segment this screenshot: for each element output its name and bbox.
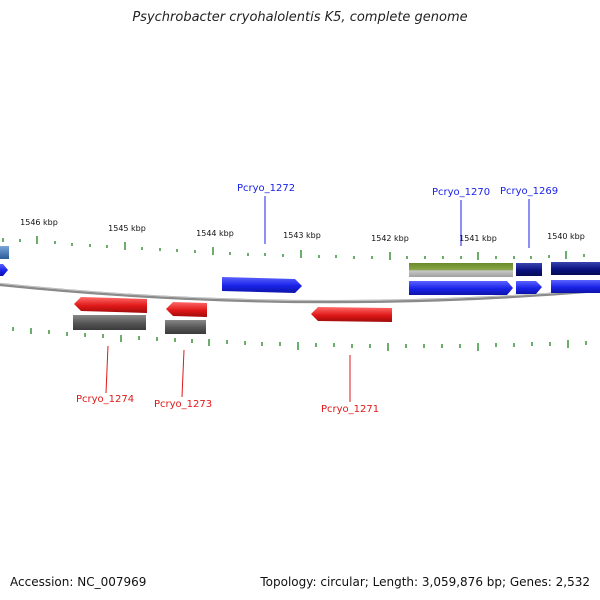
gene-Pcryo_1271[interactable] (311, 307, 392, 322)
gene-label[interactable]: Pcryo_1272 (237, 183, 295, 194)
kbp-label: 1544 kbp (196, 229, 234, 238)
gene-Pcryo_1273[interactable] (165, 302, 207, 334)
leader-line (181, 349, 185, 398)
genome-backbone-highlight (0, 283, 600, 302)
gene-Pcryo_1270[interactable] (409, 263, 513, 295)
kbp-label: 1540 kbp (547, 232, 585, 241)
kbp-label: 1543 kbp (283, 231, 321, 240)
gene-right-edge (551, 262, 600, 293)
genome-backbone (0, 282, 600, 304)
gene-label[interactable]: Pcryo_1270 (432, 187, 490, 198)
gene-Pcryo_1274[interactable] (73, 297, 147, 330)
genome-title: Psychrobacter cryohalolentis K5, complet… (132, 10, 468, 25)
edge-feature (0, 246, 9, 259)
lower-scale-ticks (12, 327, 587, 351)
rna-feature (409, 263, 513, 277)
gene-label[interactable]: Pcryo_1274 (76, 394, 134, 405)
gene-label[interactable]: Pcryo_1271 (321, 404, 379, 415)
feature-box (73, 315, 146, 330)
upper-scale-ticks (2, 236, 585, 260)
kbp-label: 1541 kbp (459, 234, 497, 243)
kbp-label: 1542 kbp (371, 234, 409, 243)
gene-Pcryo_1272[interactable] (222, 277, 302, 293)
gene-label[interactable]: Pcryo_1273 (154, 399, 212, 410)
feature-box (516, 263, 542, 276)
kbp-label: 1546 kbp (20, 218, 58, 227)
gene-Pcryo_1269[interactable] (516, 263, 542, 294)
kbp-label: 1545 kbp (108, 224, 146, 233)
feature-box (165, 320, 206, 334)
genome-summary-text: Topology: circular; Length: 3,059,876 bp… (260, 575, 590, 589)
leader-line (105, 345, 109, 394)
accession-text: Accession: NC_007969 (10, 575, 147, 589)
edge-cds-arrow (0, 264, 8, 276)
gene-label[interactable]: Pcryo_1269 (500, 186, 558, 197)
